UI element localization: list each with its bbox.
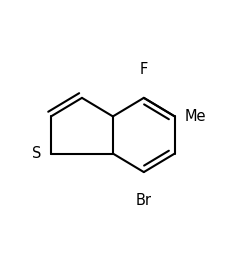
Text: Me: Me bbox=[184, 109, 205, 124]
Text: Br: Br bbox=[135, 193, 151, 208]
Text: S: S bbox=[32, 146, 41, 161]
Text: F: F bbox=[139, 62, 147, 77]
